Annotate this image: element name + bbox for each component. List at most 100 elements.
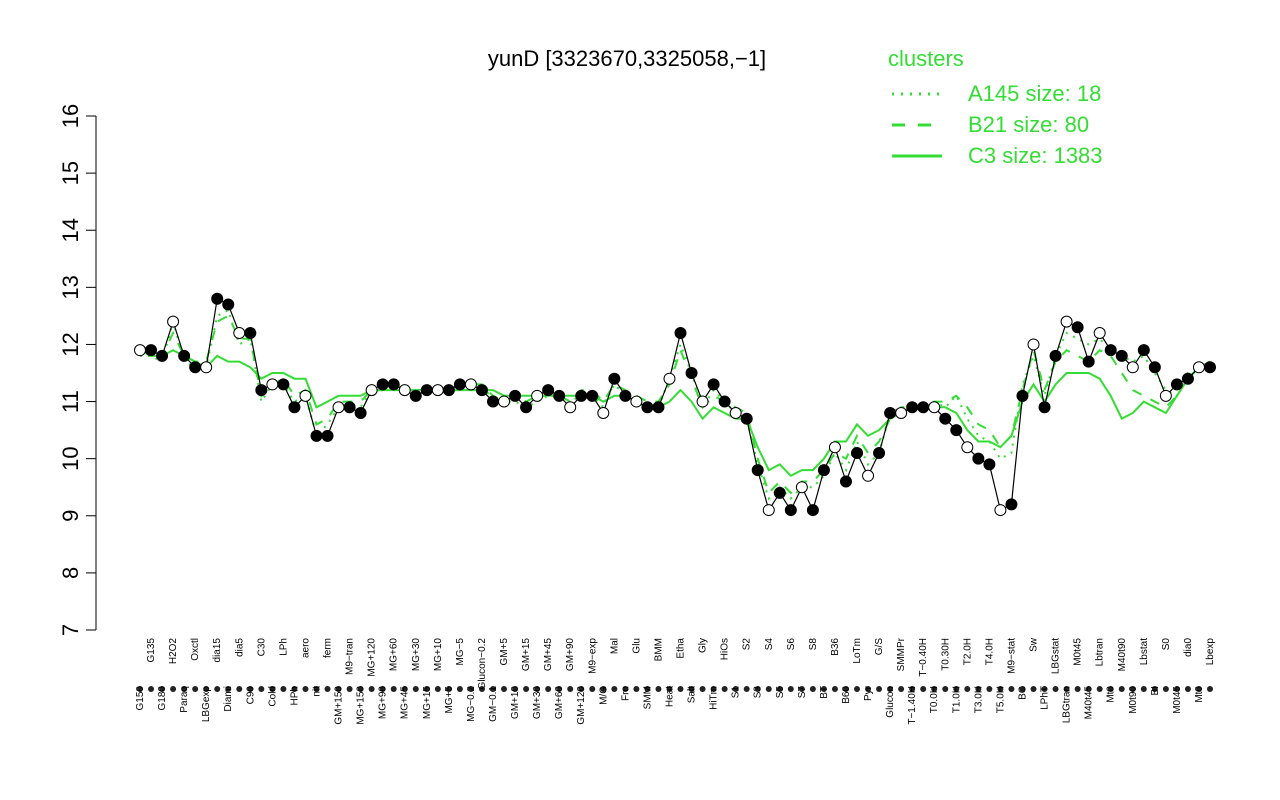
x-tick-label: M9−stat <box>1006 638 1017 674</box>
data-point <box>917 401 930 414</box>
x-tick-label: T−0.40H <box>918 638 929 677</box>
x-marker <box>434 686 441 692</box>
data-point <box>1016 389 1029 402</box>
x-marker <box>787 686 794 692</box>
x-tick-label: GM+15 <box>521 638 532 672</box>
x-marker <box>556 686 563 692</box>
data-point <box>464 378 477 391</box>
x-tick-label: M0t45 <box>1172 686 1183 714</box>
data-point <box>354 406 367 419</box>
x-marker <box>489 686 496 692</box>
data-point <box>641 401 654 414</box>
data-point <box>332 401 345 414</box>
x-marker <box>677 686 684 692</box>
data-point <box>895 406 908 419</box>
x-marker <box>478 686 485 692</box>
y-tick-label: 16 <box>58 104 83 128</box>
data-point <box>1071 321 1084 334</box>
data-point <box>431 384 444 397</box>
y-tick-label: 7 <box>58 624 83 636</box>
data-point <box>211 292 224 305</box>
x-tick-label: GM+45 <box>543 638 554 672</box>
x-marker <box>170 686 177 692</box>
x-marker <box>1019 686 1026 692</box>
data-point <box>707 378 720 391</box>
x-tick-label: LBGexp <box>201 686 212 723</box>
x-tick-label: T−1.40H <box>907 686 918 725</box>
x-marker <box>302 686 309 692</box>
data-point <box>376 378 389 391</box>
data-point <box>156 349 169 362</box>
x-marker <box>600 686 607 692</box>
x-marker <box>1173 686 1180 692</box>
y-ticks: 7 8 9 10 11 12 13 14 15 16 <box>58 104 96 636</box>
data-point <box>453 378 466 391</box>
x-tick-label: SMM <box>642 686 653 709</box>
x-tick-label: Glucon−0.2 <box>477 638 488 690</box>
x-marker <box>633 686 640 692</box>
x-tick-label: MG+10 <box>433 638 444 672</box>
x-marker <box>776 686 783 692</box>
x-marker <box>920 686 927 692</box>
x-tick-label: G/S <box>874 638 885 656</box>
x-marker <box>390 686 397 692</box>
x-tick-label: Mt0 <box>1194 686 1205 703</box>
x-marker <box>445 686 452 692</box>
data-point <box>475 384 488 397</box>
data-point <box>1005 498 1018 511</box>
x-tick-label: LBGtran <box>1062 686 1073 723</box>
series-group <box>139 308 1211 501</box>
x-tick-label: B60 <box>841 686 852 704</box>
x-marker <box>1008 686 1015 692</box>
x-marker <box>743 686 750 692</box>
x-tick-label: GM+60 <box>554 686 565 720</box>
x-tick-label: GM−0.1 <box>488 686 499 722</box>
y-tick-label: 12 <box>58 332 83 356</box>
x-tick-label: MG+150 <box>356 686 367 725</box>
data-point <box>994 504 1007 517</box>
x-marker <box>666 686 673 692</box>
x-tick-label: T0.0H <box>929 686 940 713</box>
data-point <box>409 389 422 402</box>
x-marker <box>545 686 552 692</box>
x-marker <box>1096 686 1103 692</box>
data-point <box>365 384 378 397</box>
x-tick-label: BC <box>1017 686 1028 700</box>
x-marker <box>975 686 982 692</box>
x-marker <box>1030 686 1037 692</box>
x-marker <box>842 686 849 692</box>
data-point <box>575 389 588 402</box>
x-marker <box>820 686 827 692</box>
data-point <box>806 504 819 517</box>
data-point <box>1093 327 1106 340</box>
data-point <box>531 389 544 402</box>
x-tick-label: M40t90 <box>1117 638 1128 672</box>
x-marker <box>865 686 872 692</box>
data-point <box>884 406 897 419</box>
legend-label-a145: A145 size: 18 <box>968 81 1101 106</box>
x-tick-label: Mal <box>609 638 620 654</box>
x-tick-label: M/G <box>598 686 609 705</box>
x-marker <box>401 686 408 692</box>
x-tick-label: S3 <box>753 686 764 699</box>
y-tick-label: 8 <box>58 567 83 579</box>
x-tick-label: dia5 <box>234 638 245 657</box>
data-point <box>299 389 312 402</box>
data-point <box>564 401 577 414</box>
data-point <box>520 401 533 414</box>
x-marker <box>710 686 717 692</box>
x-tick-label: Diami <box>223 686 234 712</box>
x-tick-label: MG−5 <box>455 638 466 666</box>
points-group <box>134 292 1216 517</box>
x-tick-label: MG+30 <box>411 638 422 672</box>
x-tick-label: nit <box>311 686 322 697</box>
x-marker <box>942 686 949 692</box>
x-tick-label: LPh <box>278 638 289 656</box>
x-tick-label: S7 <box>797 686 808 699</box>
data-point <box>729 406 742 419</box>
x-marker <box>1074 686 1081 692</box>
data-point <box>1170 378 1183 391</box>
x-marker <box>1184 686 1191 692</box>
x-tick-label: LBGstat <box>1051 638 1062 674</box>
data-point <box>189 361 202 374</box>
